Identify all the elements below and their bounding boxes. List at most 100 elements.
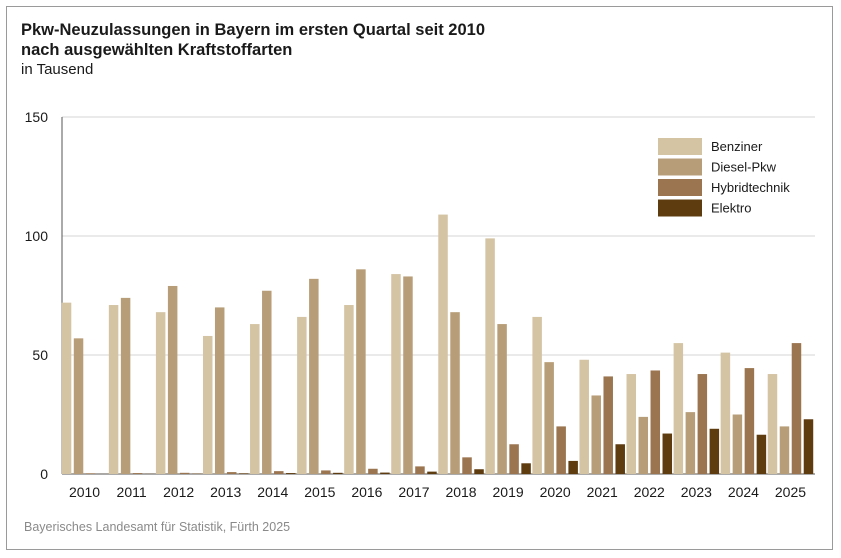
bar-benziner-2025 bbox=[767, 374, 778, 474]
legend: Benziner Diesel-Pkw Hybridtechnik Elektro bbox=[658, 138, 790, 217]
bar-benziner-2024 bbox=[720, 352, 731, 474]
y-tick-label: 0 bbox=[40, 466, 48, 482]
y-axis-ticks: 0 50 100 150 bbox=[25, 109, 49, 482]
bar-diesel-pkw-2015 bbox=[309, 278, 319, 474]
bar-diesel-pkw-2020 bbox=[544, 362, 554, 474]
x-tick-label: 2010 bbox=[69, 484, 100, 500]
bar-elektro-2020 bbox=[568, 460, 578, 474]
bar-diesel-pkw-2025 bbox=[779, 426, 790, 474]
title-block: Pkw-Neuzulassungen in Bayern im ersten Q… bbox=[21, 20, 485, 80]
bar-benziner-2013 bbox=[202, 335, 213, 474]
chart-title-line-2: nach ausgewählten Kraftstoffarten bbox=[21, 41, 293, 59]
bar-diesel-pkw-2011 bbox=[120, 297, 131, 474]
bar-hybridtechnik-2012 bbox=[179, 472, 190, 474]
bar-elektro-2016 bbox=[380, 472, 390, 474]
bar-benziner-2016 bbox=[344, 305, 354, 474]
legend-swatch-hybridtechnik bbox=[658, 179, 702, 196]
bar-elektro-2014 bbox=[286, 473, 296, 474]
bar-hybridtechnik-2010 bbox=[85, 473, 96, 474]
bar-benziner-2015 bbox=[297, 316, 307, 474]
chart-title: Pkw-Neuzulassungen in Bayern im ersten Q… bbox=[21, 21, 485, 39]
legend-label: Diesel-Pkw bbox=[711, 160, 777, 175]
x-tick-label: 2020 bbox=[540, 484, 571, 500]
x-axis-labels: 2010 2011 2012 2013 2014 2015 2016 2017 2018 2019… bbox=[69, 484, 806, 500]
bar-benziner-2023 bbox=[673, 343, 684, 474]
bar-elektro-2021 bbox=[615, 444, 625, 474]
y-tick-label: 150 bbox=[25, 109, 49, 125]
chart-subtitle: in Tausend bbox=[21, 61, 94, 78]
source-note: Bayerisches Landesamt für Statistik, Für… bbox=[24, 520, 291, 534]
chart-frame bbox=[6, 6, 833, 550]
x-tick-label: 2024 bbox=[728, 484, 759, 500]
bar-hybridtechnik-2021 bbox=[603, 376, 613, 474]
bar-benziner-2021 bbox=[579, 359, 589, 474]
y-tick-label: 50 bbox=[32, 347, 48, 363]
bar-hybridtechnik-2018 bbox=[462, 457, 472, 474]
legend-swatch-diesel-pkw bbox=[658, 158, 702, 176]
bar-hybridtechnik-2019 bbox=[509, 444, 519, 474]
legend-swatch-elektro bbox=[658, 199, 702, 217]
bar-elektro-2024 bbox=[756, 434, 767, 474]
x-tick-label: 2016 bbox=[351, 484, 382, 500]
bar-hybridtechnik-2022 bbox=[650, 370, 661, 474]
bars bbox=[61, 214, 814, 474]
x-tick-label: 2022 bbox=[634, 484, 665, 500]
bar-benziner-2014 bbox=[250, 324, 260, 474]
bar-diesel-pkw-2016 bbox=[356, 269, 366, 474]
y-tick-label: 100 bbox=[25, 228, 49, 244]
bar-hybridtechnik-2025 bbox=[791, 343, 802, 474]
bar-elektro-2023 bbox=[709, 428, 720, 474]
bar-diesel-pkw-2019 bbox=[497, 324, 507, 474]
bar-benziner-2020 bbox=[532, 316, 542, 474]
bar-benziner-2010 bbox=[61, 302, 72, 474]
bar-hybridtechnik-2024 bbox=[744, 368, 755, 474]
bar-benziner-2022 bbox=[626, 374, 637, 474]
bar-benziner-2017 bbox=[391, 274, 401, 474]
bar-diesel-pkw-2022 bbox=[638, 416, 649, 474]
bar-diesel-pkw-2017 bbox=[403, 276, 413, 474]
x-tick-label: 2014 bbox=[257, 484, 288, 500]
x-tick-label: 2015 bbox=[304, 484, 335, 500]
bar-benziner-2012 bbox=[155, 312, 166, 474]
x-tick-label: 2011 bbox=[117, 484, 147, 500]
bar-diesel-pkw-2018 bbox=[450, 312, 460, 474]
x-tick-label: 2018 bbox=[445, 484, 476, 500]
bar-hybridtechnik-2023 bbox=[697, 374, 708, 474]
bar-diesel-pkw-2023 bbox=[685, 412, 696, 474]
legend-label: Elektro bbox=[711, 201, 751, 216]
x-tick-label: 2013 bbox=[210, 484, 241, 500]
bar-elektro-2018 bbox=[474, 469, 484, 474]
bar-elektro-2013 bbox=[238, 473, 249, 474]
bar-benziner-2018 bbox=[438, 214, 448, 474]
bar-diesel-pkw-2013 bbox=[214, 307, 225, 474]
x-tick-label: 2023 bbox=[681, 484, 712, 500]
legend-swatch-benziner bbox=[658, 138, 702, 155]
bar-elektro-2025 bbox=[803, 419, 814, 474]
bar-diesel-pkw-2021 bbox=[591, 395, 601, 474]
bar-benziner-2011 bbox=[108, 305, 119, 474]
x-tick-label: 2019 bbox=[493, 484, 524, 500]
bar-elektro-2022 bbox=[662, 433, 673, 474]
bar-hybridtechnik-2013 bbox=[226, 472, 237, 474]
bar-benziner-2019 bbox=[485, 238, 495, 474]
bar-diesel-pkw-2012 bbox=[167, 285, 178, 474]
bar-elektro-2017 bbox=[427, 471, 437, 474]
x-tick-label: 2017 bbox=[398, 484, 429, 500]
bar-diesel-pkw-2024 bbox=[732, 414, 743, 474]
bar-hybridtechnik-2015 bbox=[321, 470, 331, 474]
bar-hybridtechnik-2017 bbox=[415, 466, 425, 474]
bar-hybridtechnik-2011 bbox=[132, 473, 143, 474]
bar-hybridtechnik-2014 bbox=[274, 471, 284, 474]
legend-label: Hybridtechnik bbox=[711, 180, 790, 195]
legend-label: Benziner bbox=[711, 139, 763, 154]
x-tick-label: 2025 bbox=[775, 484, 806, 500]
x-tick-label: 2012 bbox=[163, 484, 194, 500]
bar-hybridtechnik-2020 bbox=[556, 426, 566, 474]
bar-hybridtechnik-2016 bbox=[368, 468, 378, 474]
x-tick-label: 2021 bbox=[587, 484, 618, 500]
bar-elektro-2015 bbox=[333, 472, 343, 474]
bar-elektro-2019 bbox=[521, 463, 531, 474]
bar-diesel-pkw-2014 bbox=[262, 290, 272, 474]
bar-diesel-pkw-2010 bbox=[73, 338, 84, 474]
